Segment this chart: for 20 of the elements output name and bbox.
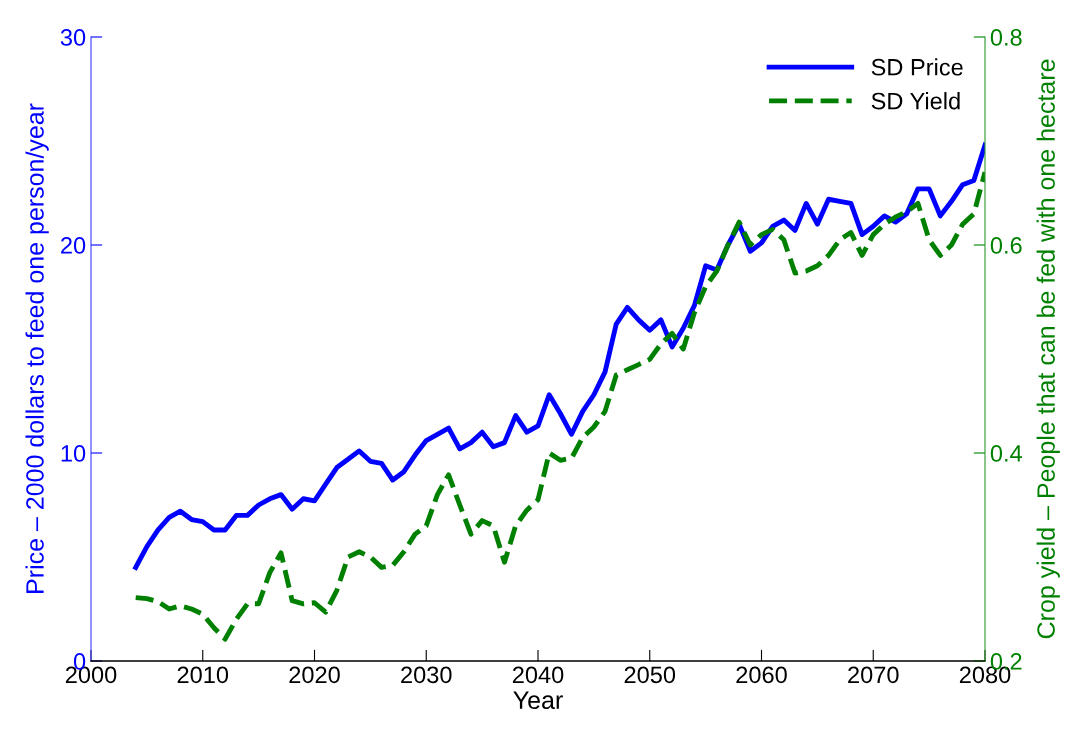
line-series — [133, 142, 985, 570]
x-tick-label: 2010 — [177, 666, 229, 684]
y-axis-title: Price – 2000 dollars to feed one person/year — [25, 103, 49, 593]
x-tick-label: 2020 — [289, 666, 340, 684]
x-tick-label: 2040 — [512, 666, 564, 684]
legend-label: SD Price — [871, 58, 963, 76]
line-series — [133, 169, 985, 642]
x-tick-label: 2070 — [848, 666, 899, 684]
x-tick-label: 2060 — [736, 666, 787, 684]
x-tick-label: 2050 — [624, 666, 676, 684]
x-axis-title: Year — [513, 691, 563, 710]
legend-label: SD Yield — [871, 92, 960, 110]
y-tick-label: 20 — [61, 237, 86, 254]
x-tick-label: 2030 — [401, 666, 452, 684]
y2-tick-label: 0.8 — [990, 29, 1022, 46]
y2-tick-label: 0.6 — [990, 237, 1022, 254]
y2-tick-label: 0.4 — [990, 445, 1022, 462]
y-tick-label: 30 — [60, 29, 86, 46]
y2-axis-title: Crop yield – People that can be fed with one hectare — [1036, 59, 1060, 639]
y-tick-label: 10 — [61, 445, 86, 462]
